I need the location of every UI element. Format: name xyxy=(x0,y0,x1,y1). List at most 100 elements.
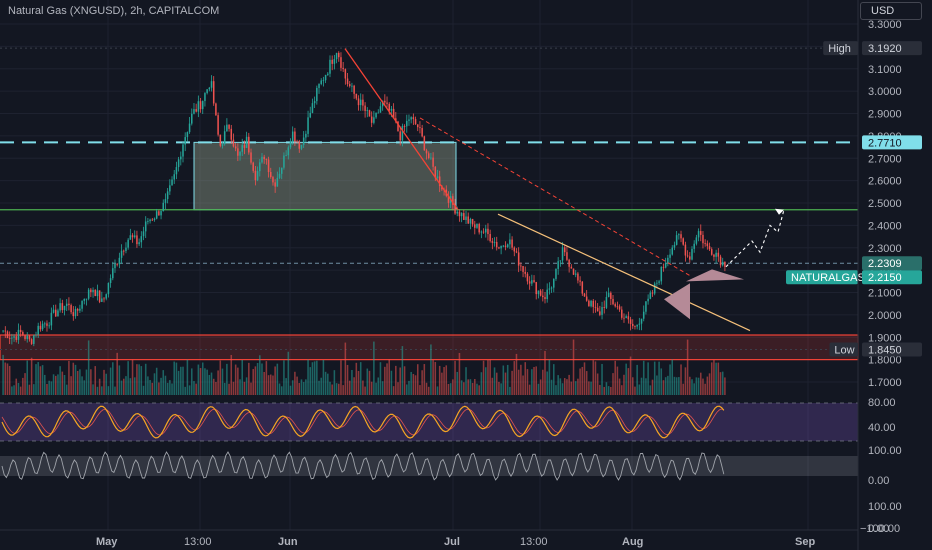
candle-193 xyxy=(425,148,428,160)
candle-body xyxy=(366,110,369,111)
high-tag-label-bg xyxy=(823,41,858,56)
candle-body xyxy=(118,257,121,265)
candle-139 xyxy=(307,110,309,138)
volume-bar-129 xyxy=(285,378,287,395)
volume-bar-31 xyxy=(70,376,72,395)
volume-bar-107 xyxy=(237,367,239,395)
candle-body xyxy=(680,234,682,239)
volume-bar-77 xyxy=(171,383,173,395)
time-axis[interactable]: May 13:00 Jun Jul 13:00 Aug Sep xyxy=(0,0,859,550)
volume-bar-87 xyxy=(193,381,195,395)
volume-bar-263 xyxy=(579,368,581,395)
candle-18 xyxy=(41,320,44,331)
volume-bar-270 xyxy=(594,361,597,395)
y-tick-7: 2.6000 xyxy=(868,176,902,188)
volume-bar-154 xyxy=(340,360,342,395)
candle-64 xyxy=(142,226,145,241)
volume-bar-303 xyxy=(667,375,669,395)
candle-230 xyxy=(506,243,509,249)
volume-bar-186 xyxy=(410,371,412,395)
volume-bar-112 xyxy=(248,362,250,395)
candle-body xyxy=(484,228,487,233)
volume-bar-242 xyxy=(533,366,535,395)
candle-13 xyxy=(30,338,33,345)
candle-322 xyxy=(708,242,711,251)
candle-297 xyxy=(653,281,656,296)
volume-bar-238 xyxy=(524,362,527,395)
candle-164 xyxy=(362,94,364,111)
candle-body xyxy=(478,224,480,233)
candle-body xyxy=(131,235,134,238)
candle-7 xyxy=(17,323,20,344)
volume-bar-314 xyxy=(691,379,693,395)
candle-241 xyxy=(531,274,533,286)
price-axis[interactable]: 3.30003.20003.10003.00002.90002.80002.70… xyxy=(786,19,922,535)
candle-body xyxy=(171,179,173,186)
candle-body xyxy=(410,117,412,120)
currency-button[interactable]: USD xyxy=(860,2,922,20)
volume-bar-265 xyxy=(583,362,586,395)
volume-bar-206 xyxy=(454,360,456,395)
candle-291 xyxy=(640,318,643,331)
candle-194 xyxy=(427,151,430,160)
volume-bar-216 xyxy=(476,383,478,395)
candle-229 xyxy=(504,241,507,251)
volume-bar-146 xyxy=(322,359,325,395)
candle-body xyxy=(114,263,116,269)
candle-body xyxy=(70,305,72,313)
candle-body xyxy=(320,80,322,84)
candle-body xyxy=(724,261,726,267)
volume-bar-267 xyxy=(588,381,590,395)
volume-bar-82 xyxy=(182,366,184,395)
volume-bar-189 xyxy=(416,364,419,395)
candle-55 xyxy=(122,249,125,256)
candle-311 xyxy=(684,241,687,262)
volume-bar-83 xyxy=(184,386,186,395)
candle-body xyxy=(476,224,478,228)
candle-body xyxy=(642,311,645,319)
candle-body xyxy=(621,309,623,318)
candle-body xyxy=(219,134,222,146)
candle-body xyxy=(408,119,410,121)
candle-122 xyxy=(269,167,272,179)
volume-bar-52 xyxy=(116,352,118,395)
candle-body xyxy=(129,235,132,240)
volume-bar-168 xyxy=(370,381,373,395)
volume-bar-35 xyxy=(79,369,81,395)
candle-body xyxy=(22,332,24,336)
volume-bar-42 xyxy=(94,366,97,395)
candle-20 xyxy=(46,320,48,332)
candle-body xyxy=(87,289,90,299)
volume-bar-196 xyxy=(432,360,434,395)
volume-bar-99 xyxy=(219,360,222,395)
candle-74 xyxy=(164,193,167,210)
candle-body xyxy=(204,93,206,102)
volume-bar-213 xyxy=(469,379,472,395)
candle-102 xyxy=(226,118,228,132)
candle-235 xyxy=(517,247,520,273)
volume-bar-59 xyxy=(131,359,134,395)
volume-bar-41 xyxy=(92,384,94,395)
candle-178 xyxy=(392,103,395,119)
candle-25 xyxy=(57,308,59,317)
candle-body xyxy=(631,323,634,327)
volume-bar-140 xyxy=(309,367,312,395)
candle-10 xyxy=(24,335,26,341)
stoch-tick-neg100: −100.00 xyxy=(860,523,900,535)
volume-bar-183 xyxy=(403,366,406,395)
candle-88 xyxy=(195,103,197,113)
candle-271 xyxy=(596,303,599,312)
candle-body xyxy=(515,251,518,253)
candle-body xyxy=(120,250,123,258)
level-tag-value-bg xyxy=(862,135,922,150)
candle-167 xyxy=(368,109,371,117)
candle-60 xyxy=(133,230,136,239)
high-tag-label: High xyxy=(828,43,851,55)
volume-bar-181 xyxy=(399,367,401,395)
volume-bar-239 xyxy=(526,369,529,395)
candle-body xyxy=(386,102,388,104)
candle-body xyxy=(528,281,531,284)
candle-284 xyxy=(625,314,627,319)
volume-bar-145 xyxy=(320,377,322,395)
